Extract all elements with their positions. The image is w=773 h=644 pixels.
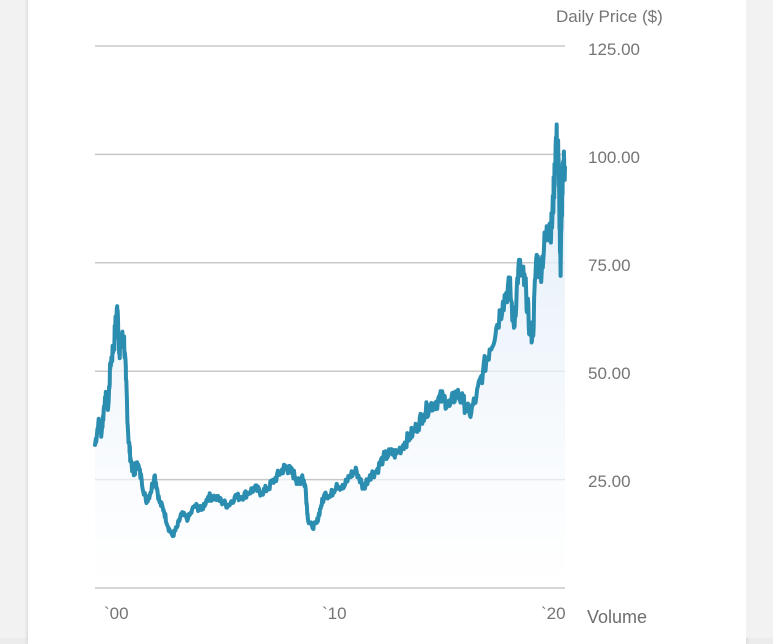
y-tick-label: 100.00 xyxy=(588,148,640,167)
y-axis-title: Daily Price ($) xyxy=(556,7,663,26)
x-tick-label: `20 xyxy=(541,604,566,623)
volume-tab[interactable]: Volume xyxy=(587,607,648,627)
y-tick-label: 125.00 xyxy=(588,40,640,59)
price-series-line xyxy=(93,122,567,538)
y-tick-label: 50.00 xyxy=(588,364,631,383)
y-tick-label: 75.00 xyxy=(588,256,631,275)
x-tick-label: `00 xyxy=(104,604,129,623)
x-tick-label: `10 xyxy=(322,604,347,623)
y-tick-label: 25.00 xyxy=(588,472,631,491)
left-margin xyxy=(0,0,28,638)
right-margin xyxy=(746,0,773,638)
price-area-fill xyxy=(95,124,565,588)
